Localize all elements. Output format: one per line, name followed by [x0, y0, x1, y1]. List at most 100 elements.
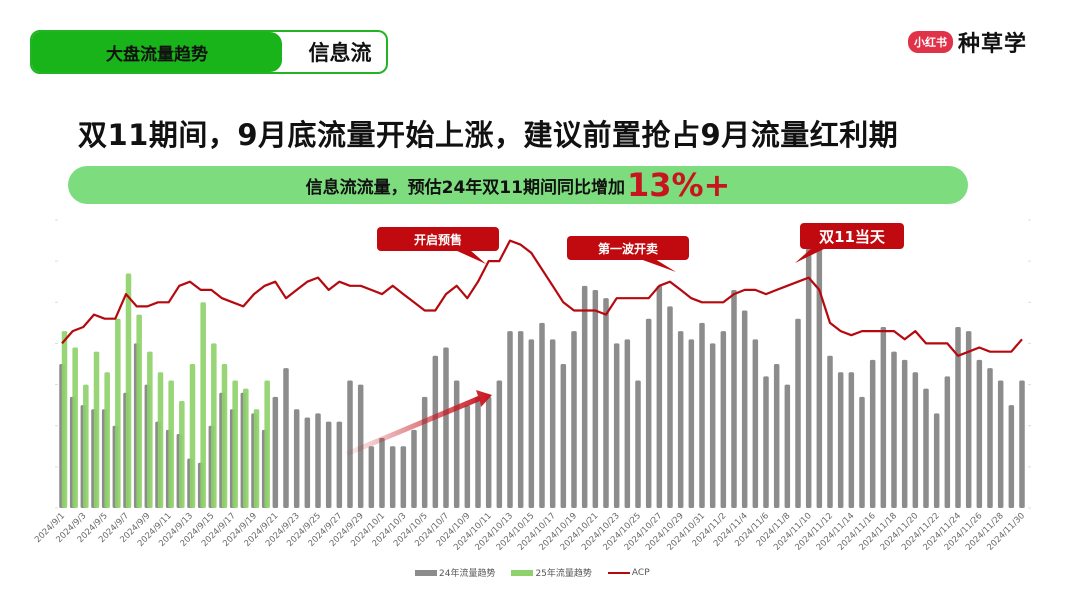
bar-25 [104, 372, 110, 508]
bar-25 [189, 364, 196, 508]
bar-25 [61, 331, 68, 508]
legend-label-acp: ACP [631, 567, 650, 578]
bar-25 [168, 380, 174, 508]
bar-24 [293, 409, 300, 508]
legend-label-24: 24年流量趋势 [439, 569, 496, 579]
bar-25 [83, 384, 89, 508]
bar-24 [571, 331, 577, 508]
callout-double11: 双11当天 [800, 223, 904, 249]
bar-24 [773, 364, 780, 508]
legend-item-24: 24年流量趋势 [415, 566, 495, 579]
bar-24 [997, 380, 1004, 508]
bar-24 [421, 396, 428, 508]
bar-24 [859, 396, 865, 508]
bar-24 [976, 359, 983, 508]
bar-25 [115, 318, 121, 508]
bar-24 [891, 351, 897, 508]
brand-name: 种草学 [957, 32, 1027, 57]
trend-arrow-icon [345, 390, 492, 456]
callout-double11-label: 双11当天 [819, 227, 885, 246]
callout-first-wave-label: 第一波开卖 [597, 241, 658, 256]
legend-item-acp: ACP [607, 567, 650, 578]
bar-24 [379, 438, 385, 508]
bar-24 [581, 285, 588, 508]
chart-legend: 24年流量趋势 25年流量趋势 ACP [415, 566, 650, 579]
bar-24 [635, 380, 641, 508]
tab-feed[interactable]: 信息流 [308, 41, 372, 65]
tab-market-traffic-trend[interactable]: 大盘流量趋势 [32, 32, 282, 72]
bar-24 [944, 376, 951, 508]
bar-24 [912, 372, 919, 508]
legend-swatch-acp [607, 571, 630, 574]
bar-24 [624, 339, 631, 508]
bar-24 [528, 339, 535, 508]
bar-25 [200, 302, 206, 508]
bar-24 [613, 343, 620, 508]
forecast-banner: 信息流流量，预估24年双11期间同比增加 13%+ [68, 166, 968, 204]
bar-25 [93, 351, 100, 508]
bar-24 [795, 318, 801, 508]
bar-24 [784, 384, 791, 508]
bar-25 [243, 388, 249, 508]
bar-25 [125, 273, 132, 508]
legend-swatch-24 [415, 569, 437, 576]
callout-presale-label: 开启预售 [413, 232, 462, 247]
callout-tail-icon [795, 248, 826, 263]
bar-24 [432, 355, 439, 508]
bar-24 [752, 339, 759, 508]
bar-24 [464, 405, 471, 508]
bar-24 [965, 331, 972, 508]
bar-25 [264, 380, 270, 508]
bar-24 [645, 318, 652, 508]
bar-24 [827, 355, 833, 508]
bar-25 [211, 343, 217, 508]
bar-24 [592, 289, 599, 508]
bar-24 [315, 413, 321, 508]
bar-24 [400, 446, 407, 508]
chart-canvas: 2024/9/12024/9/32024/9/52024/9/72024/9/9… [33, 219, 1031, 553]
bar-24 [336, 421, 343, 508]
bar-24 [485, 396, 492, 508]
bar-24 [955, 326, 961, 508]
acp-line [61, 239, 1023, 357]
bar-24 [869, 359, 876, 508]
bar-24 [933, 413, 940, 508]
bar-24 [368, 446, 375, 508]
bar-24 [720, 331, 727, 508]
bar-24 [411, 429, 417, 508]
callout-tail-icon [640, 259, 676, 272]
page-title: 双11期间，9月底流量开始上涨，建议前置抢占9月流量红利期 [78, 118, 899, 152]
bar-24 [475, 396, 481, 508]
bar-25 [179, 401, 185, 508]
bar-24 [667, 306, 673, 508]
banner-text: 信息流流量，预估24年双11期间同比增加 [305, 177, 625, 198]
bar-24 [283, 368, 289, 508]
bar-24 [709, 343, 716, 508]
bar-24 [549, 339, 556, 508]
bar-25 [232, 380, 238, 508]
xiaohongshu-badge: 小红书 [907, 31, 953, 53]
bar-24 [880, 326, 887, 508]
bar-25 [253, 409, 260, 508]
brand-logo: 小红书 种草学 [907, 26, 1027, 58]
section-tabs: 大盘流量趋势 信息流 [30, 30, 388, 74]
bar-24 [987, 368, 993, 508]
bar-24 [443, 347, 449, 508]
bar-24 [347, 380, 353, 508]
bar-24 [923, 388, 929, 508]
bar-24 [539, 322, 545, 508]
bar-24 [731, 289, 737, 508]
bar-24 [496, 380, 503, 508]
bar-24 [699, 322, 705, 508]
bar-24 [603, 298, 609, 508]
banner-highlight: 13%+ [626, 166, 731, 204]
traffic-chart: 2024/9/1 2024/9/3 2024/9/5 2024/9/7 2024/9/9… [0, 210, 1067, 600]
bar-24 [325, 421, 332, 508]
bar-24 [389, 446, 396, 508]
bar-24 [517, 331, 524, 508]
bar-25 [221, 364, 228, 508]
bar-24 [901, 359, 908, 508]
bar-24 [1019, 380, 1025, 508]
bar-24 [656, 285, 663, 508]
legend-label-25: 25年流量趋势 [535, 569, 592, 579]
